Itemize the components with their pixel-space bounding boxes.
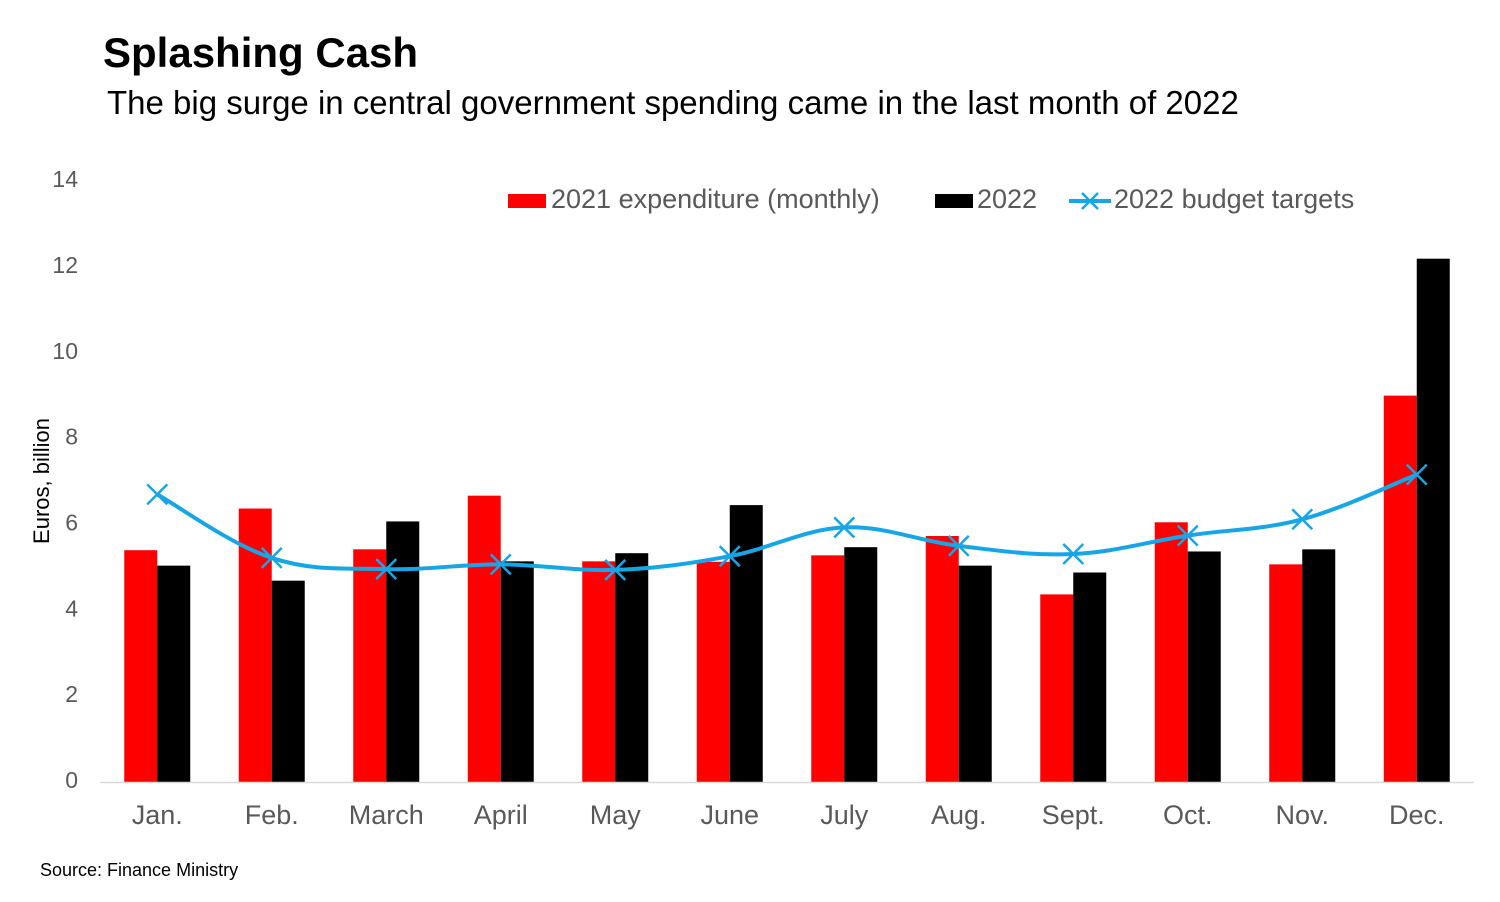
bar-2022-8 — [1073, 572, 1107, 782]
bar-2022-9 — [1187, 551, 1221, 782]
budget-target-marker-4 — [604, 559, 627, 581]
x-tick-label: Oct. — [1163, 800, 1213, 830]
legend-swatch-2022 — [935, 194, 973, 208]
y-tick-label: 6 — [65, 510, 78, 536]
budget-target-line — [156, 472, 1418, 573]
budget-target-marker-0 — [146, 483, 169, 506]
x-tick-label: June — [700, 800, 759, 830]
bar-2021-8 — [1040, 594, 1074, 782]
bar-2021-0 — [124, 550, 158, 782]
bar-2021-5 — [696, 561, 730, 782]
bar-2022-7 — [958, 565, 992, 782]
bar-2022-10 — [1302, 549, 1336, 782]
y-tick-label: 4 — [65, 595, 78, 621]
source-note: Source: Finance Ministry — [40, 860, 239, 880]
budget-target-marker-3 — [489, 553, 512, 576]
x-axis-labels: Jan. Feb. March April May June July Aug. Sept. Oc… — [132, 800, 1445, 830]
x-tick-label: July — [820, 800, 869, 830]
chart-title: Splashing Cash — [103, 29, 419, 76]
legend: 2021 expenditure (monthly) 2022 2022 budge… — [508, 184, 1354, 214]
legend-label-2021: 2021 expenditure (monthly) — [551, 184, 880, 214]
y-tick-label: 8 — [65, 424, 78, 450]
y-tick-label: 14 — [52, 166, 78, 192]
bar-2021-2 — [353, 549, 387, 782]
budget-target-marker-7 — [947, 535, 970, 557]
bar-2022-5 — [729, 505, 763, 782]
bar-2022-1 — [271, 580, 305, 782]
bar-2022-2 — [386, 521, 420, 782]
bar-2022-4 — [615, 553, 649, 782]
x-tick-label: Feb. — [245, 800, 299, 830]
x-tick-label: Aug. — [931, 800, 987, 830]
budget-target-marker-6 — [833, 516, 856, 539]
budget-target-marker-10 — [1291, 508, 1314, 531]
bar-2022-0 — [157, 565, 191, 782]
budget-target-marker-11 — [1405, 463, 1428, 486]
bar-2021-11 — [1383, 395, 1417, 782]
y-tick-label: 12 — [52, 252, 78, 278]
bar-2022-3 — [500, 561, 534, 782]
bar-2021-9 — [1154, 522, 1188, 782]
budget-target-marker-1 — [260, 547, 283, 569]
legend-label-budget: 2022 budget targets — [1114, 184, 1354, 214]
x-tick-label: April — [474, 800, 528, 830]
bars-group — [124, 258, 1450, 783]
budget-target-marker-9 — [1176, 524, 1199, 547]
bar-2022-11 — [1416, 258, 1450, 783]
bar-2021-4 — [582, 561, 616, 782]
budget-target-marker-5 — [718, 545, 741, 568]
bar-2021-6 — [811, 555, 845, 782]
legend-label-2022: 2022 — [977, 184, 1037, 214]
y-tick-label: 10 — [52, 338, 78, 364]
x-tick-label: Dec. — [1389, 800, 1445, 830]
x-tick-label: Sept. — [1042, 800, 1105, 830]
legend-marker-budget — [1081, 192, 1099, 210]
y-tick-label: 2 — [65, 681, 78, 707]
budget-target-marker-2 — [375, 558, 398, 580]
budget-target-marker-8 — [1062, 543, 1085, 565]
bar-2021-3 — [467, 495, 501, 782]
y-tick-label: 0 — [65, 767, 78, 793]
y-axis-ticks: 0 2 4 6 8 10 12 14 — [52, 166, 78, 793]
chart-subtitle: The big surge in central government spen… — [107, 84, 1239, 121]
bar-2021-7 — [925, 536, 959, 782]
y-axis-title: Euros, billion — [29, 418, 54, 544]
x-tick-label: Jan. — [132, 800, 183, 830]
bar-2021-10 — [1269, 564, 1303, 782]
x-tick-label: March — [349, 800, 424, 830]
legend-swatch-2021 — [508, 194, 546, 208]
budget-line-group — [146, 463, 1428, 581]
x-tick-label: Nov. — [1275, 800, 1329, 830]
x-tick-label: May — [590, 800, 642, 830]
bar-2022-6 — [844, 547, 878, 782]
